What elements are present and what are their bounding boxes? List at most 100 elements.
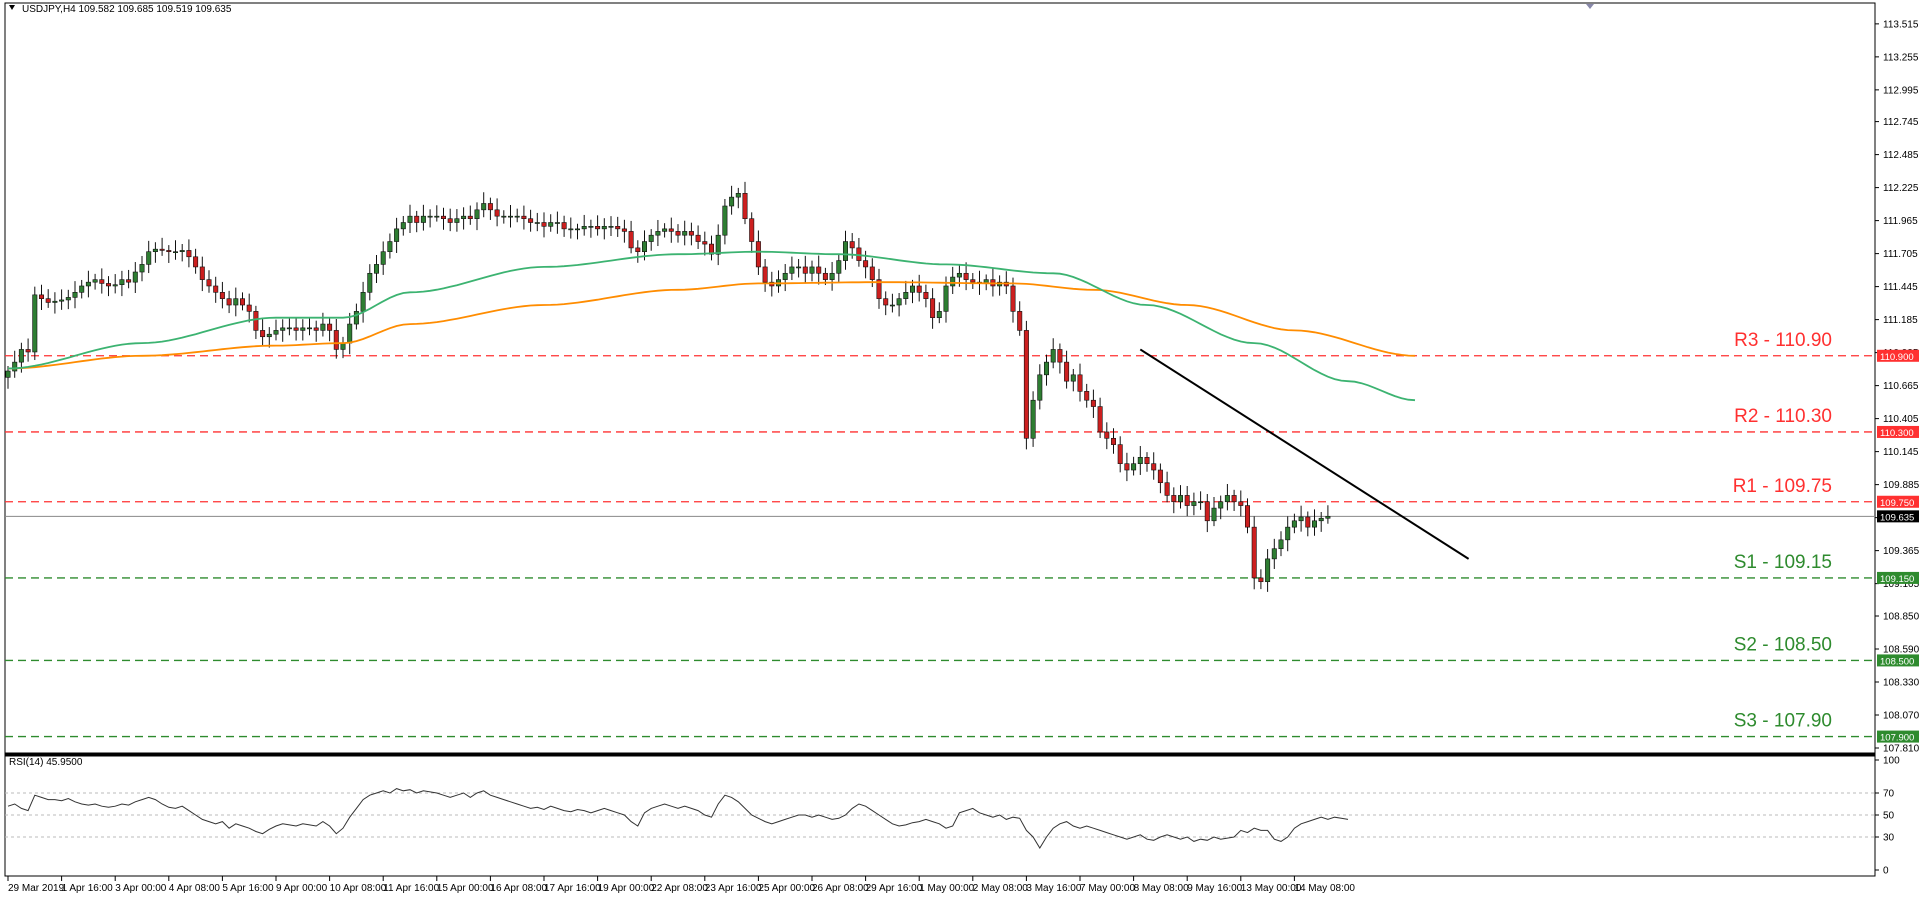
support-label: S3 - 107.90: [1734, 711, 1832, 732]
candle-bear: [253, 311, 259, 331]
candle-bear: [1144, 457, 1150, 464]
price-tick-label: 107.810: [1883, 744, 1920, 755]
time-tick-label: 29 Mar 2019: [8, 883, 65, 894]
candle-bull: [360, 292, 366, 312]
moving-average-fast: [7, 250, 1416, 402]
time-tick-label: 13 May 00:00: [1241, 883, 1302, 894]
price-tick-label: 108.330: [1883, 677, 1920, 688]
candle-bear: [219, 292, 225, 299]
price-tick-label: 112.995: [1883, 85, 1919, 96]
candle-bear: [1258, 577, 1264, 583]
candle-bear: [749, 218, 755, 242]
candle-bull: [842, 241, 848, 261]
time-tick-label: 9 Apr 00:00: [276, 883, 328, 894]
candle-bull: [1298, 516, 1304, 522]
candle-bull: [280, 327, 286, 331]
candle-bull: [829, 272, 835, 280]
collapse-triangle-icon[interactable]: [9, 5, 15, 10]
candle-bull: [655, 231, 661, 236]
candle-bear: [1084, 391, 1090, 401]
candle-bull: [52, 300, 58, 303]
time-tick-label: 16 Apr 08:00: [490, 883, 547, 894]
chart-header: USDJPY,H4 109.582 109.685 109.519 109.63…: [22, 4, 232, 15]
candle-bear: [45, 298, 51, 303]
price-level-tag: [1877, 425, 1919, 438]
candle-bull: [387, 241, 393, 253]
candle-bull: [286, 327, 292, 330]
candle-bear: [1111, 437, 1117, 445]
price-level-tag-text: 109.150: [1880, 574, 1914, 585]
rsi-header: RSI(14) 45.9500: [9, 757, 83, 768]
candle-bull: [1325, 516, 1331, 519]
price-level-tag: [1877, 730, 1919, 743]
candle-bear: [38, 294, 44, 299]
rsi-panel-frame: [4, 753, 1876, 877]
candle-bull: [588, 226, 594, 228]
candle-bear: [186, 250, 192, 258]
candle-bull: [1278, 539, 1284, 550]
candle-bear: [615, 226, 621, 230]
candle-bull: [266, 333, 272, 338]
candle-bear: [1231, 495, 1237, 503]
candle-bear: [1171, 495, 1177, 503]
candle-bull: [548, 222, 554, 227]
candle-bull: [554, 222, 560, 224]
candle-bull: [380, 251, 386, 265]
price-level-tag: [1877, 349, 1919, 362]
candle-bull: [514, 215, 520, 218]
candle-bear: [494, 209, 500, 217]
candle-bull: [273, 330, 279, 335]
time-tick-label: 22 Apr 08:00: [651, 883, 708, 894]
candle-bear: [930, 298, 936, 319]
time-tick-label: 3 Apr 00:00: [115, 883, 167, 894]
candle-bull: [896, 298, 902, 306]
time-tick-label: 7 May 00:00: [1080, 883, 1135, 894]
rsi-tick-label: 70: [1883, 789, 1895, 800]
candle-bear: [327, 323, 333, 331]
candle-bear: [1057, 349, 1063, 363]
candle-bull: [1285, 526, 1291, 541]
candle-bull: [179, 250, 185, 253]
moving-average-slow: [7, 281, 1416, 370]
time-tick-label: 25 Apr 00:00: [758, 883, 815, 894]
candle-bull: [501, 215, 507, 218]
candle-bear: [1204, 501, 1210, 522]
time-tick-label: 1 May 00:00: [919, 883, 974, 894]
candle-bull: [729, 196, 735, 207]
resistance-label: R3 - 110.90: [1734, 330, 1832, 351]
current-price-tag-text: 109.635: [1880, 512, 1914, 523]
candle-bear: [675, 231, 681, 236]
candle-bear: [628, 231, 634, 249]
candle-bear: [1010, 285, 1016, 312]
candle-bull: [1265, 558, 1271, 583]
candle-bull: [909, 285, 915, 293]
candle-bull: [581, 226, 587, 230]
candle-bull: [950, 276, 956, 287]
price-tick-label: 112.745: [1883, 117, 1919, 128]
candle-bear: [849, 241, 855, 249]
time-tick-label: 29 Apr 16:00: [866, 883, 923, 894]
candle-bull: [1030, 399, 1036, 439]
candle-bull: [648, 234, 654, 242]
candle-bull: [139, 264, 145, 273]
candle-bear: [695, 234, 701, 242]
candle-bear: [702, 241, 708, 245]
candle-bear: [440, 215, 446, 220]
rsi-tick-label: 0: [1883, 866, 1889, 877]
candle-bull: [434, 215, 440, 218]
candle-bear: [1245, 505, 1251, 528]
time-tick-label: 4 Apr 08:00: [169, 883, 221, 894]
trendline[interactable]: [1139, 348, 1470, 560]
candle-bear: [414, 215, 420, 223]
candle-bull: [119, 279, 125, 286]
candle-bear: [863, 260, 869, 268]
scroll-marker-icon[interactable]: [1586, 4, 1594, 9]
candle-bull: [889, 304, 895, 307]
candle-bull: [59, 299, 65, 302]
candle-bull: [481, 203, 487, 211]
candle-bear: [802, 266, 808, 274]
candle-bear: [541, 222, 547, 227]
rsi-axis: 100 70 50 30 0: [1875, 756, 1900, 877]
candle-bear: [1124, 463, 1130, 471]
candle-bear: [1251, 526, 1257, 579]
